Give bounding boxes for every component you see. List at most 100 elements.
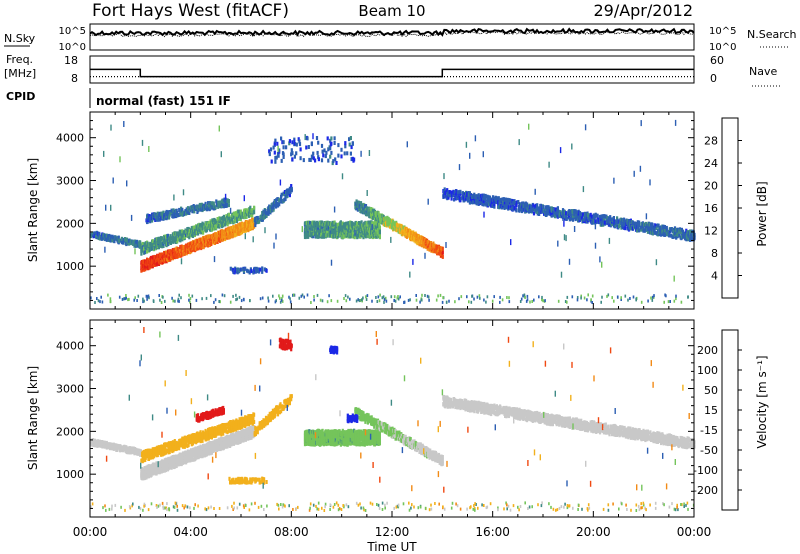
power-echo-cell [504,200,507,205]
power-echo-cell [454,192,458,196]
power-echo-cell [104,233,107,238]
power-echo-cell [145,260,148,265]
power-echo-cell [154,218,157,222]
power-echo-cell [118,295,121,299]
power-echo-cell [349,151,352,156]
power-echo-cell [357,298,359,302]
power-echo-cell [483,298,485,302]
power-echo-cell [609,223,612,228]
power-y-tick-label: 2000 [56,217,84,230]
power-echo-cell [142,300,144,304]
power-echo-cell [126,180,128,187]
power-echo-cell [466,295,468,299]
power-echo-cell [162,210,165,215]
power-echo-cell [407,228,410,233]
noise-panel [89,23,695,51]
power-echo-cell [169,241,173,245]
power-echo-cell [289,190,292,194]
power-echo-cell [363,203,366,208]
power-echo-cell [278,294,280,298]
power-echo-cell [240,299,243,303]
power-echo-cell [563,220,565,227]
power-echo-cell [690,234,694,239]
power-echo-cell [458,164,461,171]
power-echo-cell [168,236,171,241]
power-echo-cell [599,256,601,263]
power-echo-cell [658,225,661,230]
power-echo-cell [565,211,568,216]
power-echo-cell [120,236,123,241]
power-echo-cell [619,217,622,222]
power-echo-cell [492,195,495,200]
power-echo-cell [243,208,246,213]
power-echo-cell [324,154,327,159]
power-echo-cell [426,246,429,251]
power-echo-cell [638,223,641,228]
power-echo-cell [550,210,553,215]
velocity-echo-cell [115,448,118,452]
power-echo-cell [125,296,127,300]
power-echo-cell [478,294,481,298]
power-echo-cell [305,145,308,150]
power-echo-cell [611,296,613,300]
power-echo-cell [97,299,100,303]
power-echo-cell [180,253,183,258]
power-echo-cell [298,296,301,300]
power-echo-cell [522,201,525,206]
power-echo-cell [663,228,666,233]
power-echo-cell [403,300,406,304]
power-echo-cell [171,214,174,219]
power-echo-cell [590,298,592,302]
power-echo-cell [510,201,514,206]
power-echo-cell [142,297,144,301]
power-echo-cell [265,211,268,216]
power-echo-cell [142,250,146,255]
power-echo-cell [557,299,560,303]
power-echo-cell [149,244,152,249]
power-echo-cell [185,211,188,216]
power-echo-cell [333,220,336,225]
power-echo-cell [632,295,635,299]
power-echo-cell [273,150,276,155]
power-echo-cell [195,225,198,230]
power-echo-cell [169,211,172,216]
power-echo-cell [499,295,501,299]
power-echo-cell [245,215,248,219]
power-echo-cell [188,250,191,255]
power-echo-cell [526,298,529,302]
power-echo-cell [364,208,367,213]
power-echo-cell [272,294,274,298]
power-echo-cell [453,190,456,195]
power-echo-cell [317,157,320,162]
velocity-echo-cell [105,440,108,445]
power-echo-cell [594,242,597,249]
power-echo-cell [215,224,218,229]
power-echo-cell [172,211,175,216]
power-echo-cell [580,296,582,300]
power-echo-cell [388,221,392,226]
power-echo-cell [366,190,368,196]
power-echo-cell [377,218,380,223]
power-echo-cell [335,161,338,165]
power-echo-cell [641,224,644,229]
power-echo-cell [576,298,579,302]
power-echo-cell [441,250,444,255]
power-echo-cell [151,242,154,247]
power-echo-cell [160,301,163,304]
power-echo-cell [484,197,487,202]
power-echo-cell [587,293,589,297]
power-echo-cell [310,234,313,239]
power-echo-cell [118,238,121,243]
power-echo-cell [210,223,213,227]
power-echo-cell [553,211,556,216]
power-echo-cell [570,213,573,218]
power-echo-cell [218,125,220,132]
power-echo-cell [509,203,512,208]
power-echo-cell [432,241,435,246]
power-echo-cell [604,220,607,225]
power-echo-cell [427,198,429,205]
power-echo-cell [349,297,351,301]
power-echo-cell [230,217,234,222]
power-echo-cell [233,270,236,275]
